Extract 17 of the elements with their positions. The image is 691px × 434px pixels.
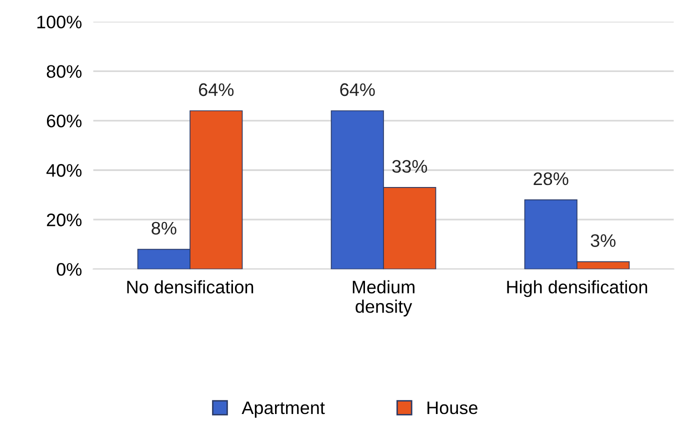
data-label: 28% [534, 172, 568, 186]
legend-label: Apartment [242, 402, 325, 418]
y-tick-label: 20% [46, 214, 82, 226]
y-tick-label: 60% [46, 114, 82, 128]
y-tick-label: 100% [37, 16, 82, 28]
x-tick-label: High densification [507, 280, 648, 298]
y-tick-label: 0% [56, 263, 82, 276]
x-tick-label: No densification [127, 280, 254, 294]
x-tick-label: Medium density [352, 280, 414, 316]
y-tick-label: 80% [46, 65, 82, 78]
data-label: 8% [152, 222, 176, 235]
data-label: 33% [392, 160, 428, 173]
y-tick-label: 40% [46, 164, 82, 177]
data-label: 64% [340, 83, 375, 96]
data-label: 3% [590, 234, 616, 247]
legend-label: House [428, 402, 478, 414]
data-label: 64% [198, 83, 234, 96]
